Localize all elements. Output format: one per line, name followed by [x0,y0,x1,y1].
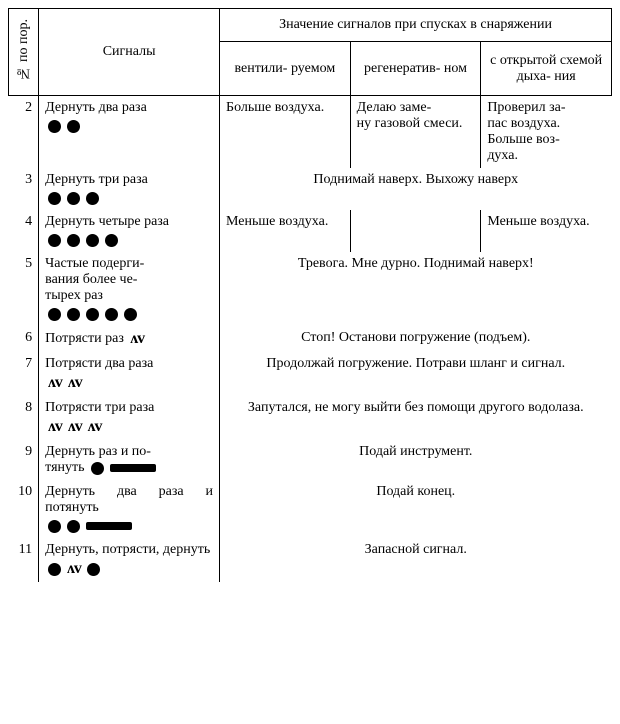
meaning-merged: Запутался, не могу выйти без помощи друг… [220,396,612,440]
row-number: 10 [9,480,39,538]
row-number: 6 [9,326,39,352]
row-number: 3 [9,168,39,210]
signal-cell: Дернуть два раза [39,96,220,169]
row-number: 2 [9,96,39,169]
row-number: 4 [9,210,39,252]
meaning-merged: Продолжай погружение. Потрави шланг и си… [220,352,612,396]
header-col-vent: вентили- руемом [220,42,351,96]
signal-cell: Дернуть три раза [39,168,220,210]
meaning-merged: Поднимай наверх. Выхожу наверх [220,168,612,210]
signal-cell: Дернуть четыре раза [39,210,220,252]
meaning-vent: Больше воздуха. [220,96,351,169]
meaning-merged: Стоп! Останови погружение (подъем). [220,326,612,352]
meaning-merged: Подай конец. [220,480,612,538]
meaning-vent: Меньше воздуха. [220,210,351,252]
header-signals: Сигналы [39,9,220,96]
signal-cell: Дернуть, потрясти, дернутьᴧᴠ [39,538,220,582]
signal-cell: Дернуть два раза и потянуть [39,480,220,538]
row-number: 11 [9,538,39,582]
signal-cell: Потрясти три разаᴧᴠᴧᴠᴧᴠ [39,396,220,440]
meaning-regen: Делаю заме-ну газовой смеси. [350,96,481,169]
signal-cell: Дернуть раз и по-тянуть [39,440,220,480]
meaning-open: Проверил за-пас воздуха. Больше воз-духа… [481,96,612,169]
signals-table: № по пор. Сигналы Значение сигналов при … [8,8,612,582]
signal-cell: Частые подерги-вания более че-тырех раз [39,252,220,326]
header-num: № по пор. [9,9,39,96]
meaning-regen [350,210,481,252]
meaning-merged: Подай инструмент. [220,440,612,480]
meaning-merged: Запасной сигнал. [220,538,612,582]
meaning-merged: Тревога. Мне дурно. Поднимай наверх! [220,252,612,326]
signal-cell: Потрясти два разаᴧᴠᴧᴠ [39,352,220,396]
signal-cell: Потрясти раз ᴧᴠ [39,326,220,352]
header-col-regen: регенератив- ном [350,42,481,96]
row-number: 9 [9,440,39,480]
row-number: 7 [9,352,39,396]
header-meanings: Значение сигналов при спусках в снаряжен… [220,9,612,42]
row-number: 8 [9,396,39,440]
meaning-open: Меньше воздуха. [481,210,612,252]
row-number: 5 [9,252,39,326]
header-col-open: с открытой схемой дыха- ния [481,42,612,96]
